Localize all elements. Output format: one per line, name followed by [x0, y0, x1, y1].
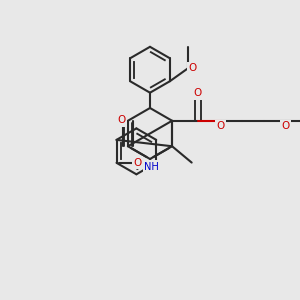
Text: O: O	[188, 64, 196, 74]
Text: O: O	[133, 158, 141, 168]
Text: O: O	[118, 115, 126, 125]
Text: NH: NH	[144, 161, 159, 172]
Text: O: O	[281, 121, 290, 131]
Text: O: O	[216, 121, 225, 131]
Text: O: O	[194, 88, 202, 98]
